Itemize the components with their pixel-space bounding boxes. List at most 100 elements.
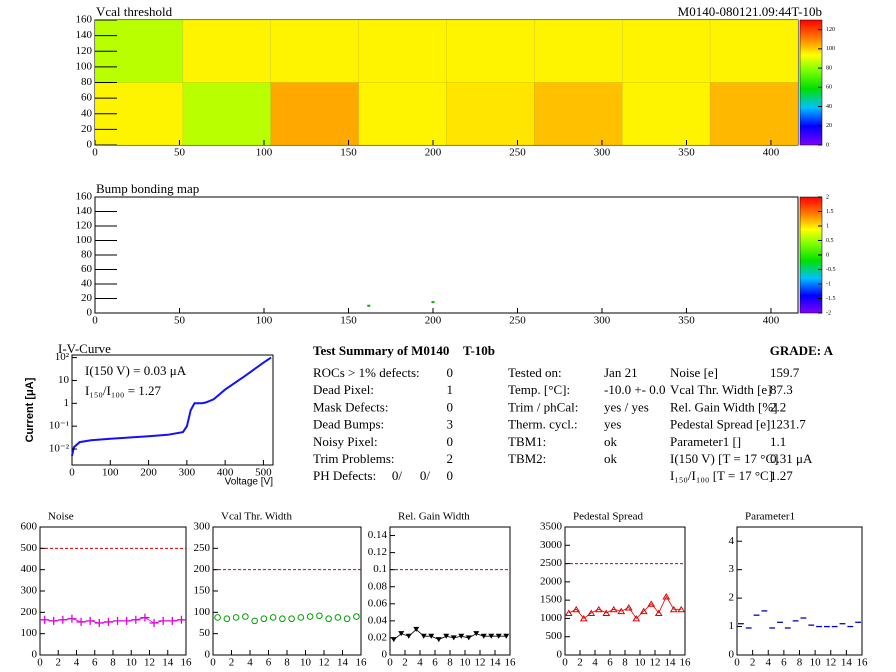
point [579,614,588,622]
y-tick-label: 0 [729,649,735,661]
heat-cell [270,19,359,83]
y-tick-label: 100 [76,234,93,246]
point [353,613,360,620]
y-tick-label: 0.04 [368,614,388,626]
x-tick-label: 14 [841,657,853,669]
row-label: PH Defects: [313,468,376,483]
heat-cell [622,82,711,146]
y-tick-label: 10² [55,351,70,363]
x-tick-label: 500 [255,467,272,479]
y-tick-label: 80 [81,249,93,261]
heat-cell [622,19,711,83]
point [325,615,332,623]
x-tick-label: 400 [763,315,780,327]
x-tick-label: 300 [594,315,611,327]
connect-line [44,617,182,624]
z-tick-label: 1 [826,223,829,229]
z-tick-label: 60 [826,85,832,91]
y-tick-label: 0.14 [368,529,388,541]
point [232,614,240,621]
y-tick-label: 500 [546,630,563,642]
x-tick-label: 0 [92,315,98,327]
x-tick-label: 6 [781,657,787,669]
y-tick-label: 20 [81,292,93,304]
y-tick-label: 250 [194,542,211,554]
x-tick-label: 12 [475,657,486,669]
heat-cell [534,19,623,83]
iv-curve [71,356,272,457]
point [647,600,656,607]
y-tick-label: 300 [194,521,211,533]
point [214,614,221,621]
z-tick-label: 20 [826,123,832,129]
row-value: 1.27 [770,468,793,483]
row-label: Vcal Thr. Width [e] [670,382,772,397]
bump-point [431,301,435,304]
point [316,612,323,620]
x-tick-label: 12 [319,657,330,669]
plot: Noise 0 2 4 6 8 10 12 14 16 0 100 200 300 400 500 600 [21,511,193,669]
y-tick-label: 0 [557,649,563,661]
x-tick-label: 250 [509,147,526,159]
x-tick-label: 0 [210,657,216,669]
x-tick-label: 2 [750,657,756,669]
point [624,603,633,611]
x-tick-label: 150 [340,147,357,159]
x-tick-label: 4 [766,657,772,669]
row-label: Trim / phCal: [508,399,578,414]
plot-frame [389,526,511,656]
y-tick-label: 600 [21,521,38,533]
x-tick-label: 0 [37,657,43,669]
row-value: 3 [447,417,454,432]
y-tick-label: 0.02 [368,631,387,643]
y-tick-label: 300 [21,585,38,597]
y-tick-label: 0 [87,307,93,319]
z-tick-label: 40 [826,104,832,110]
heat-cell [270,82,359,146]
point [654,609,663,616]
plot-frame [736,526,863,656]
y-tick-label: 2500 [540,557,563,569]
plot-frame [564,526,686,656]
module-name: T-10b [463,343,495,358]
y-tick-label: 1500 [540,594,563,606]
z-tick-label: 100 [826,46,835,52]
point [251,617,258,625]
y-tick-label: 60 [81,92,93,104]
x-tick-label: 400 [763,147,780,159]
connect-line [568,595,682,620]
y-tick-label: 160 [76,14,93,26]
chart-title: Bump bonding map [96,181,199,196]
x-tick-label: 6 [607,657,613,669]
point [288,615,295,623]
z-tick-label: -0.5 [826,267,836,273]
test-summary: Test Summary of M0140 T-10b GRADE: A ROCs >… [313,343,834,483]
row-value: 2.2 [770,399,786,414]
row-value: ok [604,434,618,449]
x-tick-label: 12 [650,657,661,669]
x-tick-label: 150 [340,315,357,327]
point [306,613,314,620]
z-tick-label: 2 [826,194,829,200]
row-value: ok [604,451,618,466]
plot-frame [39,526,187,656]
x-tick-label: 10 [810,657,822,669]
annotation: I(150 V) = 0.03 μA [85,363,187,378]
y-tick-label: 200 [194,563,211,575]
z-tick-label: 80 [826,65,832,71]
x-tick-label: 8 [797,657,803,669]
x-tick-label: 50 [174,315,186,327]
color-bar [799,19,823,146]
point [297,614,305,621]
row-value: Jan 21 [604,365,638,380]
point [572,605,581,613]
x-tick-label: 400 [217,467,234,479]
x-tick-label: 100 [102,467,119,479]
x-tick-label: 2 [577,657,583,669]
point [587,609,596,616]
x-tick-label: 8 [622,657,628,669]
x-tick-label: 2 [56,657,62,669]
x-tick-label: 4 [247,657,253,669]
x-tick-label: 16 [181,657,193,669]
